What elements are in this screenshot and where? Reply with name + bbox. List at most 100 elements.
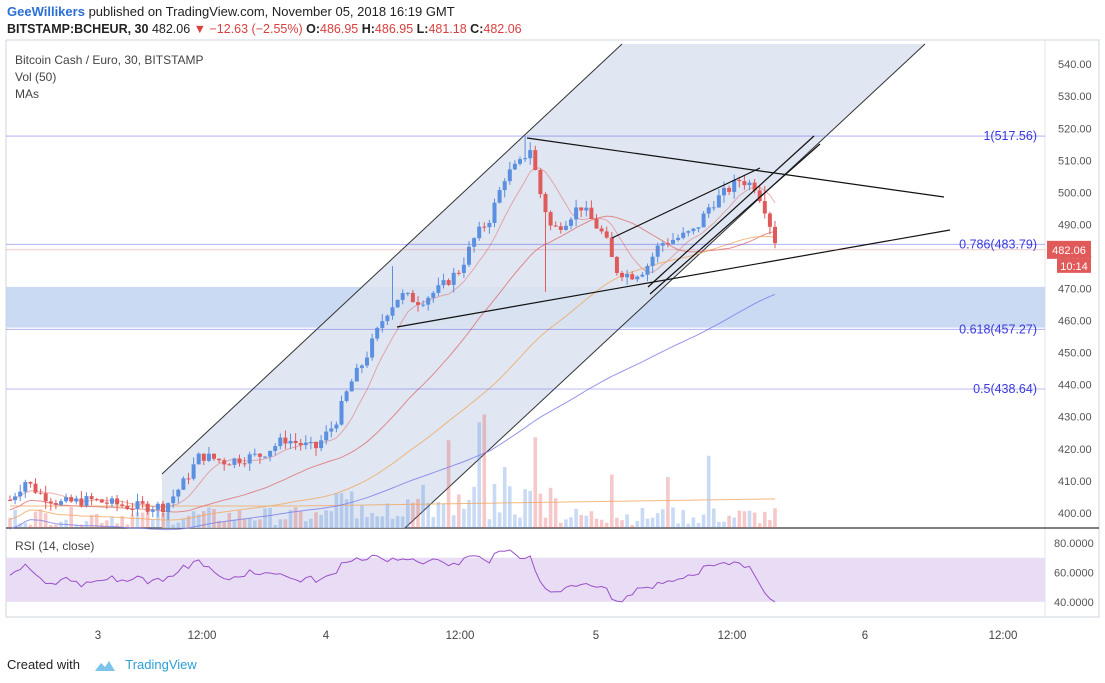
candle[interactable] [614, 255, 619, 276]
candle[interactable] [161, 500, 165, 517]
candle[interactable] [737, 176, 742, 188]
author-link[interactable]: GeeWillikers [7, 4, 85, 19]
candle[interactable] [625, 269, 630, 285]
candle[interactable] [359, 364, 364, 374]
candle[interactable] [263, 456, 267, 459]
wedge-upper-line[interactable] [611, 167, 761, 239]
candle[interactable] [140, 496, 145, 509]
candle[interactable] [324, 425, 329, 445]
candle[interactable] [145, 501, 150, 515]
candle[interactable] [314, 441, 318, 456]
wedge-lower-line[interactable] [649, 143, 821, 295]
candle[interactable] [589, 200, 594, 220]
candle[interactable] [196, 452, 201, 465]
candle[interactable] [691, 228, 696, 235]
candle[interactable] [533, 145, 538, 171]
candle[interactable] [33, 478, 38, 495]
candle[interactable] [217, 458, 222, 464]
candle[interactable] [176, 488, 181, 503]
candle[interactable] [69, 494, 74, 503]
candle[interactable] [222, 457, 227, 471]
candle[interactable] [74, 495, 79, 505]
tradingview-brand-link[interactable]: TradingView [125, 657, 197, 672]
candle[interactable] [548, 210, 553, 231]
candle[interactable] [53, 499, 58, 510]
candle[interactable] [446, 278, 451, 286]
candle[interactable] [344, 390, 349, 403]
candle[interactable] [630, 271, 635, 281]
candle[interactable] [502, 178, 507, 198]
candle[interactable] [38, 488, 43, 495]
candle[interactable] [635, 275, 640, 282]
candle[interactable] [553, 221, 558, 228]
candle[interactable] [584, 200, 589, 217]
candle[interactable] [594, 214, 599, 229]
candle[interactable] [18, 484, 23, 502]
ascending-support-trendline[interactable] [396, 229, 951, 328]
ascending-channel[interactable] [162, 44, 925, 528]
candle[interactable] [645, 263, 650, 282]
candle[interactable] [186, 472, 191, 485]
candle[interactable] [308, 436, 313, 450]
candle[interactable] [201, 453, 206, 466]
candle[interactable] [125, 499, 130, 511]
candle[interactable] [349, 378, 354, 392]
candle[interactable] [242, 457, 247, 468]
candle[interactable] [110, 495, 114, 508]
candle[interactable] [762, 185, 767, 219]
candle[interactable] [171, 489, 176, 508]
candle[interactable] [563, 220, 568, 231]
candle[interactable] [405, 292, 410, 297]
channel-lower-line[interactable] [404, 43, 926, 529]
candle[interactable] [79, 491, 84, 508]
candle[interactable] [773, 221, 777, 249]
candle[interactable] [426, 295, 431, 311]
candle[interactable] [569, 216, 573, 230]
candle[interactable] [339, 395, 344, 426]
price-chart[interactable]: 1(517.56) 0.786(483.79) 0.618(457.27) 0.5(4… [0, 0, 1105, 650]
candle[interactable] [84, 492, 89, 508]
candle[interactable] [732, 174, 737, 199]
candle[interactable] [436, 277, 441, 296]
candle[interactable] [135, 493, 140, 516]
candle[interactable] [477, 221, 482, 241]
candle[interactable] [640, 272, 645, 278]
candle[interactable] [380, 313, 385, 333]
channel-upper-line[interactable] [161, 43, 623, 475]
candle[interactable] [237, 454, 242, 467]
candle[interactable] [115, 494, 120, 512]
candle[interactable] [206, 446, 211, 462]
candle[interactable] [130, 502, 135, 516]
candle[interactable] [497, 187, 502, 204]
candle[interactable] [390, 266, 395, 320]
candle[interactable] [421, 300, 426, 308]
candle[interactable] [247, 451, 252, 471]
candle[interactable] [538, 168, 543, 198]
candle[interactable] [268, 450, 273, 462]
candle[interactable] [273, 443, 278, 456]
candle[interactable] [416, 296, 420, 312]
candle[interactable] [329, 421, 334, 438]
candle[interactable] [155, 501, 160, 518]
candle[interactable] [507, 161, 512, 185]
candle[interactable] [518, 156, 522, 166]
candle[interactable] [150, 506, 155, 518]
candle[interactable] [232, 457, 237, 469]
candle[interactable] [120, 500, 125, 508]
candle[interactable] [441, 273, 446, 289]
candle[interactable] [99, 498, 104, 503]
candle[interactable] [579, 207, 584, 218]
candle[interactable] [94, 498, 99, 502]
candle[interactable] [13, 492, 18, 505]
candle[interactable] [727, 185, 732, 195]
candle[interactable] [558, 222, 563, 234]
candle[interactable] [671, 232, 675, 245]
candle[interactable] [467, 241, 471, 267]
candle[interactable] [227, 463, 232, 466]
candle[interactable] [288, 433, 293, 449]
candle[interactable] [711, 201, 716, 211]
candle[interactable] [431, 291, 436, 303]
candle[interactable] [757, 186, 762, 203]
candle[interactable] [375, 326, 380, 342]
candle[interactable] [191, 457, 196, 481]
